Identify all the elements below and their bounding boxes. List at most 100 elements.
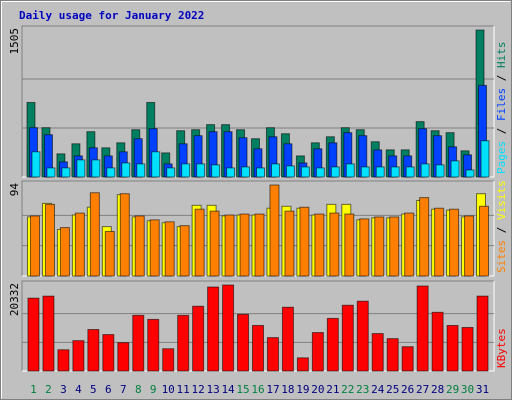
bar xyxy=(207,286,220,372)
x-tick-label: 24 xyxy=(371,383,385,396)
bar xyxy=(256,167,265,178)
bar xyxy=(166,167,176,178)
bar xyxy=(181,163,191,178)
x-tick-label: 7 xyxy=(120,383,127,396)
bar xyxy=(315,167,325,178)
bar xyxy=(31,151,41,178)
bar xyxy=(296,357,309,372)
bar xyxy=(386,338,399,372)
bar xyxy=(237,313,250,372)
legend-entry: KBytes xyxy=(495,328,508,368)
bar xyxy=(241,166,251,178)
bar xyxy=(252,324,264,372)
bar xyxy=(91,159,101,178)
x-tick-label: 31 xyxy=(476,383,489,396)
x-tick-label: 3 xyxy=(60,383,67,396)
x-tick-label: 30 xyxy=(461,383,474,396)
bar xyxy=(224,214,235,277)
x-tick-label: 28 xyxy=(431,383,444,396)
bar xyxy=(179,225,190,277)
x-tick-label: 26 xyxy=(401,383,414,396)
y-tick-label: 94 xyxy=(8,183,21,197)
bar xyxy=(104,230,115,277)
bar xyxy=(281,306,294,372)
x-tick-label: 18 xyxy=(281,383,294,396)
x-tick-label: 15 xyxy=(236,383,249,396)
bar xyxy=(375,166,385,178)
bar xyxy=(74,212,85,277)
bar xyxy=(359,218,370,277)
legend-separator: / xyxy=(495,121,508,141)
bar xyxy=(345,163,355,178)
bar xyxy=(479,205,490,277)
bar xyxy=(46,167,56,178)
legend: Sites / Visits xyxy=(495,180,508,273)
bar xyxy=(389,216,400,277)
x-tick-label: 27 xyxy=(416,383,429,396)
x-tick-label: 17 xyxy=(266,383,279,396)
bar xyxy=(226,167,236,178)
bar xyxy=(106,167,116,178)
bar xyxy=(405,166,415,178)
bar xyxy=(374,216,385,277)
bar xyxy=(284,210,295,277)
bar xyxy=(329,212,340,277)
bar xyxy=(344,213,355,277)
bar xyxy=(480,140,490,178)
x-tick-label: 8 xyxy=(135,383,142,396)
x-tick-label: 22 xyxy=(341,383,354,396)
bar xyxy=(177,314,190,372)
bar xyxy=(450,160,460,178)
x-tick-label: 6 xyxy=(105,383,112,396)
bar xyxy=(211,164,221,178)
legend-entry: Files xyxy=(495,88,508,121)
bar xyxy=(87,329,100,372)
legend-entry: Visits xyxy=(495,180,508,220)
x-tick-label: 2 xyxy=(45,383,52,396)
bar xyxy=(476,295,489,372)
bar xyxy=(27,297,40,372)
bar xyxy=(136,163,146,178)
bar xyxy=(360,166,370,178)
bar xyxy=(57,349,70,372)
bar xyxy=(330,166,340,178)
bar xyxy=(42,295,55,372)
bar xyxy=(431,311,444,372)
bar xyxy=(266,337,279,372)
bar xyxy=(314,213,325,277)
bar xyxy=(209,210,220,277)
bar xyxy=(461,326,474,372)
bar xyxy=(465,169,475,178)
legend-separator: / xyxy=(495,220,508,240)
panel-shadow xyxy=(21,25,494,177)
x-tick-label: 11 xyxy=(177,383,190,396)
bar xyxy=(194,208,205,277)
y-tick-label: 1505 xyxy=(8,28,21,55)
bar xyxy=(419,197,430,277)
bar xyxy=(401,346,414,372)
bar xyxy=(102,334,115,372)
panel-shadow xyxy=(21,180,494,276)
bar xyxy=(72,340,85,372)
bar xyxy=(149,219,160,277)
bar xyxy=(420,163,430,178)
x-tick-label: 13 xyxy=(206,383,219,396)
bar xyxy=(285,165,295,178)
bar xyxy=(356,300,369,372)
legend-entry: Pages xyxy=(495,141,508,174)
x-tick-label: 16 xyxy=(251,383,264,396)
bar xyxy=(341,304,354,372)
bar xyxy=(222,284,235,372)
x-tick-label: 14 xyxy=(221,383,235,396)
bar xyxy=(151,151,161,178)
bar xyxy=(311,332,324,372)
x-tick-label: 10 xyxy=(162,383,175,396)
bar xyxy=(435,164,445,178)
bar xyxy=(269,184,280,277)
x-tick-label: 25 xyxy=(386,383,399,396)
bar xyxy=(29,215,40,277)
x-tick-label: 23 xyxy=(356,383,369,396)
legend-entry: Hits xyxy=(495,42,508,69)
